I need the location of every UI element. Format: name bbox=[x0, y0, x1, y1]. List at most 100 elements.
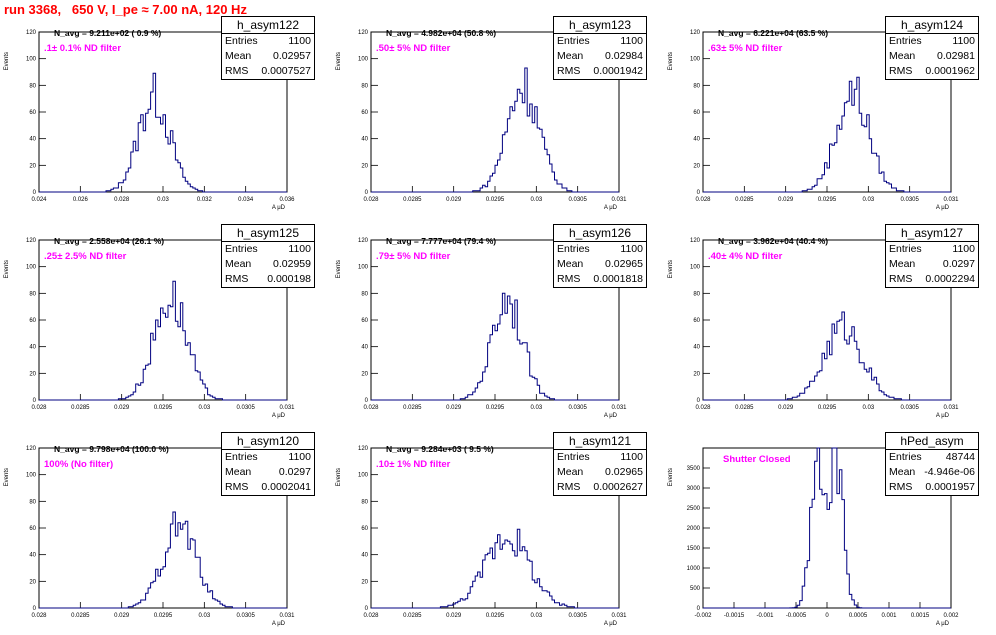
x-tick-label: 0.0305 bbox=[236, 613, 255, 619]
stats-rms-value: 0.0002627 bbox=[593, 481, 643, 493]
y-tick-label: 40 bbox=[693, 137, 700, 143]
x-tick-label: 0.0295 bbox=[486, 405, 505, 411]
stats-mean-value: 0.02965 bbox=[605, 258, 643, 270]
stats-entries-label: Entries bbox=[889, 451, 922, 463]
stats-rms-value: 0.0001818 bbox=[593, 273, 643, 285]
y-axis-label: Events bbox=[4, 52, 10, 70]
y-tick-label: 0 bbox=[697, 398, 701, 404]
stats-entries: Entries 1100 bbox=[554, 450, 646, 465]
stats-rms-label: RMS bbox=[889, 65, 913, 77]
x-tick-label: 0.001 bbox=[881, 613, 897, 619]
stats-entries-label: Entries bbox=[225, 243, 258, 255]
y-tick-label: 100 bbox=[26, 57, 37, 63]
x-tick-label: 0.034 bbox=[238, 197, 254, 203]
navg-label: N_avg = 9.798e+04 (100.0 %) bbox=[54, 444, 169, 454]
stats-rms-value: 0.0007527 bbox=[261, 65, 311, 77]
stats-rms-label: RMS bbox=[225, 481, 249, 493]
stats-rms-label: RMS bbox=[557, 273, 581, 285]
y-tick-label: 120 bbox=[26, 446, 37, 452]
filter-label: 100% (No filter) bbox=[44, 459, 114, 470]
y-tick-label: 40 bbox=[693, 345, 700, 351]
y-tick-label: 60 bbox=[693, 318, 700, 324]
stats-rms-value: 0.000198 bbox=[267, 273, 311, 285]
y-tick-label: 120 bbox=[690, 30, 701, 36]
y-tick-label: 120 bbox=[690, 238, 701, 244]
stats-rms-value: 0.0001962 bbox=[925, 65, 975, 77]
stats-mean-label: Mean bbox=[225, 50, 252, 62]
x-tick-label: 0.029 bbox=[778, 197, 794, 203]
x-tick-label: 0.028 bbox=[695, 405, 711, 411]
stats-box: h_asym125 Entries 1100 Mean 0.02959 RMS 0.0001… bbox=[221, 224, 315, 288]
stats-entries-value: 1100 bbox=[952, 35, 975, 47]
histogram-panel-h_asym127: 0 20 40 60 80 100 120 0.028 0.0285 0.029 0.0295 0.0… bbox=[664, 222, 994, 427]
y-tick-label: 1000 bbox=[687, 566, 701, 572]
histogram-panel-h_asym120: 0 20 40 60 80 100 120 0.028 0.0285 0.029 0.0295 0.0… bbox=[0, 430, 330, 635]
stats-mean-value: 0.02965 bbox=[605, 466, 643, 478]
histogram-panel-h_asym123: 0 20 40 60 80 100 120 0.028 0.0285 0.029 0.0295 0.0… bbox=[332, 14, 662, 219]
stats-entries: Entries 1100 bbox=[554, 242, 646, 257]
x-tick-label: 0.03 bbox=[530, 613, 542, 619]
histogram-title: h_asym124 bbox=[886, 17, 978, 34]
stats-entries-value: 1100 bbox=[620, 451, 643, 463]
x-tick-label: 0.031 bbox=[943, 197, 959, 203]
y-tick-label: 2500 bbox=[687, 506, 701, 512]
y-tick-label: 40 bbox=[29, 137, 36, 143]
histogram-title: h_asym123 bbox=[554, 17, 646, 34]
x-tick-label: 0.0295 bbox=[818, 405, 837, 411]
histogram-title: h_asym121 bbox=[554, 433, 646, 450]
x-tick-label: 0.002 bbox=[943, 613, 959, 619]
y-tick-label: 0 bbox=[365, 190, 369, 196]
x-tick-label: 0.028 bbox=[114, 197, 130, 203]
filter-label: .1± 0.1% ND filter bbox=[44, 43, 122, 54]
x-axis-label: A μD bbox=[604, 413, 618, 419]
y-tick-label: 0 bbox=[697, 190, 701, 196]
x-tick-label: 0.031 bbox=[279, 613, 295, 619]
filter-label: .25± 2.5% ND filter bbox=[44, 251, 127, 262]
stats-entries-value: 1100 bbox=[288, 451, 311, 463]
stats-entries-label: Entries bbox=[225, 35, 258, 47]
histogram-panel-h_asym125: 0 20 40 60 80 100 120 0.028 0.0285 0.029 0.0295 0.0… bbox=[0, 222, 330, 427]
y-tick-label: 100 bbox=[26, 473, 37, 479]
stats-box: h_asym122 Entries 1100 Mean 0.02957 RMS 0.0007… bbox=[221, 16, 315, 80]
run-title: run 3368, 650 V, I_pe ≈ 7.00 nA, 120 Hz bbox=[4, 2, 247, 17]
stats-mean: Mean 0.02957 bbox=[222, 49, 314, 64]
histogram-plot: 0 20 40 60 80 100 120 0.028 0.0285 0.029 0.0295 0.0… bbox=[336, 30, 627, 211]
stats-mean: Mean -4.946e-06 bbox=[886, 465, 978, 480]
x-tick-label: 0.0285 bbox=[735, 197, 754, 203]
y-tick-label: 0 bbox=[33, 190, 37, 196]
stats-mean: Mean 0.0297 bbox=[222, 465, 314, 480]
x-tick-label: -0.002 bbox=[694, 613, 712, 619]
x-tick-label: 0.0305 bbox=[900, 405, 919, 411]
x-tick-label: 0.0305 bbox=[568, 613, 587, 619]
navg-label: N_avg = 7.777e+04 (79.4 %) bbox=[386, 236, 497, 246]
stats-entries: Entries 1100 bbox=[222, 450, 314, 465]
x-tick-label: 0.03 bbox=[530, 405, 542, 411]
x-tick-label: 0.0305 bbox=[236, 405, 255, 411]
x-tick-label: 0.0285 bbox=[735, 405, 754, 411]
stats-mean-value: 0.0297 bbox=[942, 258, 975, 270]
stats-mean: Mean 0.02984 bbox=[554, 49, 646, 64]
y-tick-label: 0 bbox=[365, 606, 369, 612]
stats-mean: Mean 0.02965 bbox=[554, 257, 646, 272]
y-tick-label: 20 bbox=[361, 579, 368, 585]
x-tick-label: 0.03 bbox=[862, 405, 874, 411]
y-tick-label: 80 bbox=[693, 291, 700, 297]
x-tick-label: 0.028 bbox=[31, 405, 47, 411]
stats-mean-label: Mean bbox=[557, 50, 584, 62]
stats-entries-value: 48744 bbox=[945, 451, 975, 463]
x-tick-label: 0.029 bbox=[114, 613, 130, 619]
stats-rms-label: RMS bbox=[889, 273, 913, 285]
y-tick-label: 20 bbox=[693, 371, 700, 377]
y-tick-label: 40 bbox=[361, 553, 368, 559]
stats-entries: Entries 1100 bbox=[222, 242, 314, 257]
stats-entries-value: 1100 bbox=[620, 35, 643, 47]
filter-label: Shutter Closed bbox=[723, 454, 791, 465]
stats-mean-label: Mean bbox=[889, 258, 916, 270]
navg-label: N_avg = 4.982e+04 (50.8 %) bbox=[386, 28, 497, 38]
y-tick-label: 100 bbox=[358, 57, 369, 63]
stats-box: h_asym123 Entries 1100 Mean 0.02984 RMS 0.0001… bbox=[553, 16, 647, 80]
x-tick-label: 0.03 bbox=[862, 197, 874, 203]
y-tick-label: 40 bbox=[361, 137, 368, 143]
x-axis-label: A μD bbox=[272, 205, 286, 211]
y-tick-label: 80 bbox=[361, 499, 368, 505]
